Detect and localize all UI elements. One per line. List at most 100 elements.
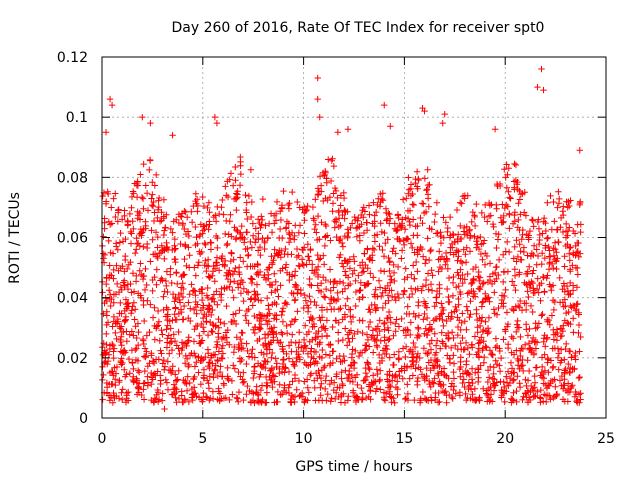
- data-point: [279, 308, 286, 315]
- data-point: [154, 214, 161, 222]
- data-point: [119, 396, 126, 403]
- data-point: [387, 272, 394, 280]
- data-point: [239, 329, 246, 337]
- data-point: [391, 277, 398, 285]
- data-point: [576, 147, 583, 154]
- data-point: [525, 367, 533, 375]
- data-point: [273, 363, 280, 371]
- data-point: [450, 334, 457, 342]
- data-point: [386, 257, 394, 265]
- data-point: [422, 349, 430, 357]
- data-point: [577, 221, 584, 228]
- data-point: [267, 367, 275, 375]
- data-point: [361, 208, 369, 215]
- data-point: [574, 248, 582, 255]
- data-point: [155, 194, 163, 202]
- data-point: [121, 283, 128, 291]
- data-point: [366, 387, 374, 395]
- data-point: [291, 297, 298, 304]
- data-point: [386, 210, 393, 218]
- data-point: [411, 396, 418, 404]
- data-point: [550, 252, 558, 259]
- data-point: [531, 384, 538, 391]
- data-point: [567, 243, 574, 251]
- data-point: [124, 397, 132, 404]
- data-point: [134, 384, 142, 391]
- data-point: [117, 333, 125, 340]
- data-point: [104, 319, 112, 326]
- data-point: [337, 358, 344, 365]
- data-point: [151, 273, 158, 281]
- data-point: [218, 354, 225, 362]
- data-point: [433, 315, 440, 323]
- data-point: [142, 182, 149, 189]
- data-point: [247, 166, 255, 174]
- data-point: [391, 351, 398, 358]
- data-point: [402, 236, 410, 243]
- data-point: [227, 257, 234, 265]
- data-point: [146, 360, 153, 367]
- data-point: [447, 344, 455, 352]
- data-point: [163, 245, 170, 253]
- data-point: [504, 171, 511, 178]
- data-point: [109, 250, 117, 257]
- data-point: [276, 369, 283, 377]
- data-point: [344, 234, 351, 241]
- data-point: [510, 178, 518, 185]
- data-point: [340, 194, 348, 202]
- data-point: [478, 209, 486, 217]
- data-point: [405, 186, 413, 193]
- data-point: [279, 305, 287, 312]
- data-point: [509, 278, 516, 285]
- data-point: [192, 272, 199, 279]
- data-point: [473, 396, 480, 404]
- data-point: [186, 252, 193, 259]
- data-point: [135, 385, 142, 392]
- data-point: [556, 195, 563, 203]
- data-point: [524, 252, 531, 259]
- data-point: [470, 276, 477, 283]
- data-point: [480, 279, 487, 287]
- data-point: [460, 246, 467, 253]
- data-point: [400, 241, 408, 249]
- data-point: [105, 218, 113, 226]
- data-point: [473, 244, 480, 251]
- data-point: [379, 347, 387, 354]
- data-point: [230, 256, 237, 263]
- data-point: [377, 220, 384, 227]
- data-point: [512, 286, 519, 294]
- data-point: [171, 298, 178, 305]
- data-point: [496, 345, 503, 352]
- data-point: [244, 215, 251, 223]
- data-point: [457, 222, 464, 230]
- data-point: [135, 290, 142, 297]
- data-point: [418, 371, 426, 378]
- data-point: [394, 290, 402, 298]
- data-point: [220, 211, 227, 218]
- data-point: [561, 253, 568, 260]
- data-point: [421, 175, 429, 182]
- data-point: [366, 343, 373, 350]
- data-point: [295, 344, 302, 351]
- data-point: [185, 363, 192, 370]
- data-point: [140, 380, 147, 387]
- data-point: [375, 277, 383, 284]
- data-point: [144, 373, 151, 380]
- data-point: [281, 384, 288, 391]
- data-point: [575, 321, 583, 329]
- data-point: [130, 332, 137, 339]
- data-point: [366, 211, 373, 218]
- data-point: [541, 367, 549, 374]
- data-point: [350, 253, 357, 260]
- data-point: [543, 335, 550, 343]
- data-point: [168, 391, 176, 398]
- data-point: [530, 267, 537, 274]
- data-point: [223, 272, 230, 279]
- data-point: [449, 279, 457, 287]
- data-point: [349, 387, 357, 394]
- data-point: [293, 245, 301, 253]
- data-point: [348, 354, 356, 361]
- data-point: [327, 287, 334, 294]
- data-point: [228, 318, 236, 326]
- data-point: [482, 343, 489, 350]
